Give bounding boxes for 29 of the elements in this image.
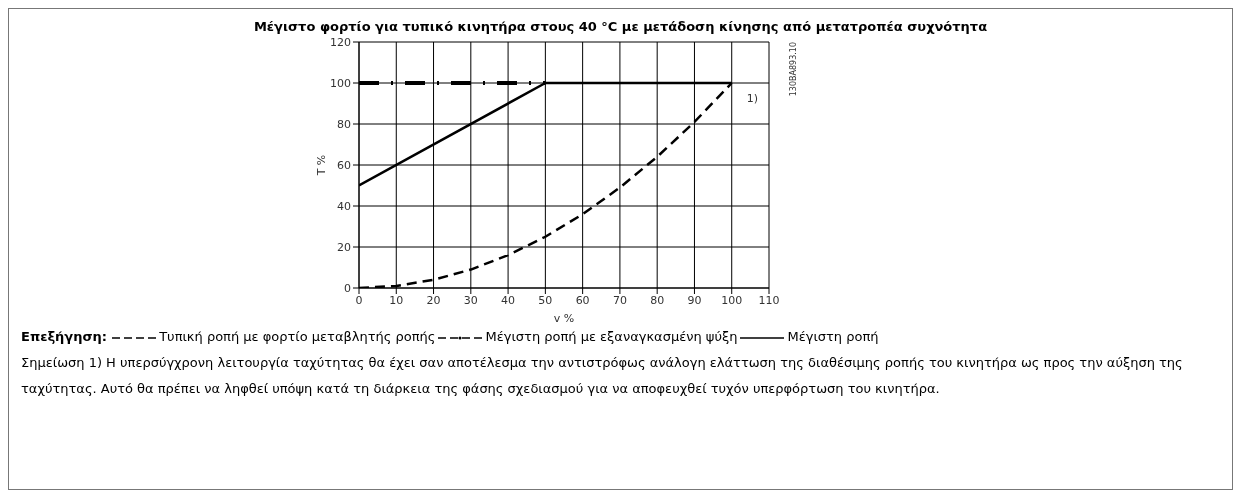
y-tick-label: 40 (337, 199, 351, 213)
chart-title: Μέγιστο φορτίο για τυπικό κινητήρα στους 40 °C με μετάδοση κίνησης από μετατροπέα συχνότητα (252, 19, 989, 34)
x-tick-label: 110 (758, 293, 780, 307)
legend-label: Τυπική ροπή με φορτίο μεταβλητής ροπής (158, 329, 436, 344)
x-tick-label: 60 (575, 293, 590, 307)
annotation: 1) (746, 91, 759, 105)
text: 130BA893.10 (789, 42, 798, 97)
x-tick-label: 70 (612, 293, 627, 307)
x-tick-label: 80 (650, 293, 665, 307)
x-tick-label: 100 (721, 293, 743, 307)
y-tick-label: 20 (337, 240, 351, 254)
y-tick-label: 120 (330, 35, 351, 49)
x-tick-label: 10 (389, 293, 404, 307)
y-tick-label: 60 (337, 158, 351, 172)
legend-title: Επεξήγηση: (21, 329, 108, 344)
x-axis-title: v % (553, 312, 575, 325)
y-axis-title: T % (314, 154, 328, 177)
x-tick-label: 30 (463, 293, 478, 307)
y-tick-label: 80 (337, 117, 351, 131)
x-tick-label: 40 (501, 293, 516, 307)
legend-label: Μέγιστη ροπή (786, 329, 879, 344)
x-tick-label: 50 (538, 293, 553, 307)
y-tick-label: 100 (330, 76, 351, 90)
x-tick-label: 20 (426, 293, 441, 307)
text: Σημείωση 1) Η υπερσύγχρονη λειτουργία ταχύτητας θα έχει σαν αποτέλεσμα την αντιστρόφως ανάλογη ελάττωση της διαθέσιμης ροπής του κινητήρα ως προς την αύξηση της ταχύτητας. Αυτό θα πρέπει να ληφθεί υπόψη κατά τη διάρκεια της φάσης σχεδιασμού για να αποφευχθεί τυχόν υπερφόρτωση του κινητήρα. (21, 354, 1184, 398)
x-tick-label: 90 (687, 293, 702, 307)
y-tick-label: 0 (344, 281, 351, 295)
x-tick-label: 0 (355, 293, 363, 307)
legend-label: Μέγιστη ροπή με εξαναγκασμένη ψύξη (484, 329, 738, 344)
